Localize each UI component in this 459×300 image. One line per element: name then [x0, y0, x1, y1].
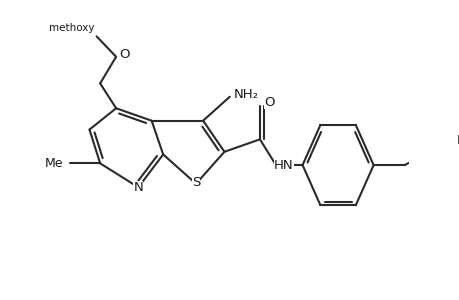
Text: methoxy: methoxy — [49, 23, 95, 33]
Text: N: N — [133, 181, 143, 194]
Text: Me: Me — [44, 157, 63, 170]
Text: O: O — [118, 49, 129, 62]
Text: NH₂: NH₂ — [233, 88, 258, 101]
Text: O: O — [264, 96, 274, 110]
Text: S: S — [191, 176, 200, 189]
Text: HN: HN — [274, 159, 293, 172]
Text: N: N — [456, 134, 459, 147]
